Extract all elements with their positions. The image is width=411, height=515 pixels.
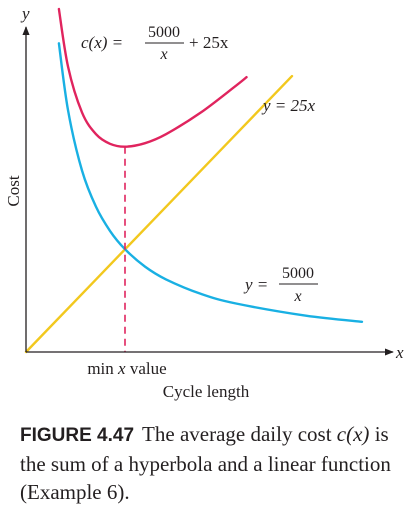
cost-label-denominator: x: [159, 46, 167, 63]
cost-function-label: c(x) = 5000 x + 25x: [81, 24, 229, 63]
hyperbola-label-denominator: x: [293, 288, 301, 305]
x-axis-title: Cycle length: [163, 382, 250, 401]
series-layer: [24, 7, 364, 354]
hyperbola-label: y = 5000 x: [243, 265, 318, 305]
y-axis-title: Cost: [4, 175, 23, 206]
caption-math: c(x): [336, 422, 370, 446]
x-axis-letter: x: [395, 343, 404, 362]
cost-label-numerator: 5000: [148, 24, 180, 41]
figure-caption: FIGURE 4.47 The average daily cost c(x) i…: [20, 420, 405, 506]
cost-label-lhs: c(x) =: [81, 33, 123, 52]
hyperbola-label-numerator: 5000: [282, 265, 314, 282]
hyperbola-label-lhs: y =: [243, 275, 268, 294]
line-label: y = 25x: [261, 96, 316, 115]
min-x-label: min x value: [87, 359, 166, 378]
caption-label: FIGURE 4.47: [20, 425, 135, 446]
y-axis-letter: y: [20, 4, 30, 23]
cost-label-rest: + 25x: [189, 33, 229, 52]
hyperbola-series-line: [57, 42, 364, 323]
linear-series-line: [24, 74, 294, 354]
caption-text-1: The average daily cost: [142, 422, 332, 446]
caption-text-2: is the sum of a hyperbola and a linear f…: [20, 422, 391, 504]
